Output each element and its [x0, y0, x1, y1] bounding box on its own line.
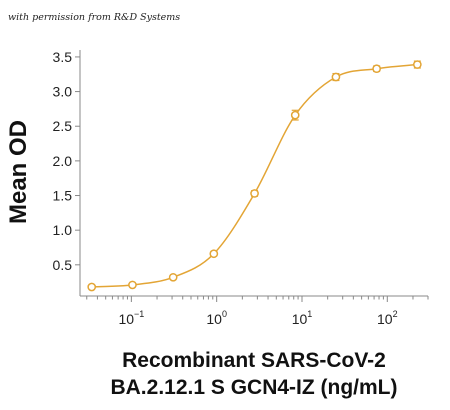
- y-tick-label: 2.0: [53, 153, 73, 169]
- data-point: [209, 249, 219, 259]
- data-marker: [128, 280, 137, 290]
- y-tick-label: 2.5: [53, 118, 73, 134]
- x-axis: 10−1 100 101 102: [80, 295, 429, 327]
- data-point: [87, 282, 97, 292]
- data-marker: [168, 272, 178, 282]
- y-tick-label: 3.5: [53, 49, 73, 65]
- data-marker: [87, 282, 97, 292]
- data-point: [331, 72, 341, 82]
- data-marker: [372, 64, 381, 74]
- y-tick-label: 1.5: [53, 188, 73, 204]
- data-point: [290, 109, 300, 121]
- credit-text: with permission from R&D Systems: [8, 12, 180, 23]
- data-point: [168, 272, 178, 282]
- data-marker: [331, 72, 341, 82]
- y-tick-label: 0.5: [53, 257, 73, 273]
- y-tick-label: 1.0: [53, 222, 73, 238]
- data-marker: [209, 249, 219, 259]
- y-tick-label: 3.0: [53, 84, 73, 100]
- x-tick-label: 100: [206, 309, 227, 327]
- data-point: [372, 64, 381, 74]
- data-point: [412, 60, 422, 69]
- data-marker: [250, 189, 259, 198]
- x-axis-label-line-1: Recombinant SARS-CoV-2: [122, 349, 386, 372]
- x-tick-label: 10−1: [118, 309, 144, 327]
- x-tick-label: 101: [292, 309, 313, 327]
- x-tick-label: 102: [377, 309, 398, 327]
- data-point: [128, 280, 137, 290]
- x-axis-label-line-2: BA.2.12.1 S GCN4-IZ (ng/mL): [110, 376, 397, 399]
- y-axis: 0.5 1.0 1.5 2.0 2.5 3.0 3.5: [53, 49, 81, 296]
- y-axis-label: Mean OD: [5, 120, 32, 224]
- data-point: [250, 189, 259, 198]
- fit-curve: [91, 63, 418, 288]
- data-marker: [290, 110, 300, 120]
- data-marker: [412, 60, 422, 69]
